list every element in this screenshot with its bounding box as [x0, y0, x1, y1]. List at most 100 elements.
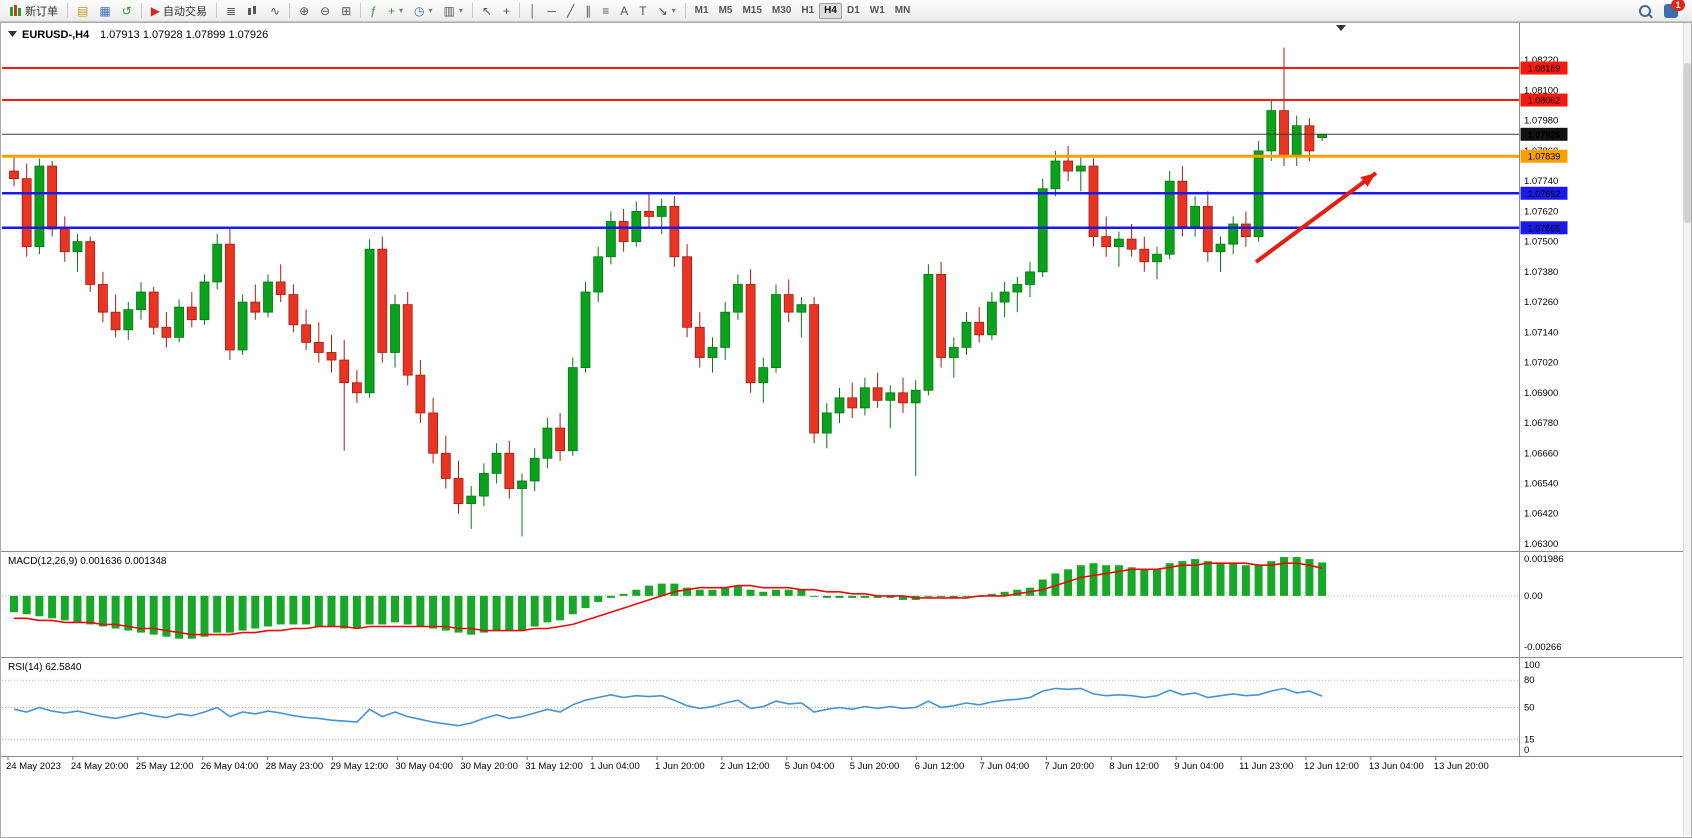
chart-title-ohlc: 1.07913 1.07928 1.07899 1.07926 [100, 29, 268, 41]
candle [224, 243, 235, 351]
chart-title: EURUSD-,H4 1.07913 1.07928 1.07899 1.0792… [8, 29, 268, 41]
community-icon[interactable]: 1 [1664, 0, 1685, 18]
candle [682, 256, 692, 328]
candle [758, 367, 769, 384]
fibonacci-button[interactable]: ≡ [597, 2, 614, 20]
time-axis-label: 8 Jun 12:00 [1109, 761, 1159, 772]
market-watch-button[interactable]: ▤ [72, 2, 93, 20]
arrows-button[interactable]: ↘ ▾ [653, 2, 681, 20]
add-indicator-dropdown[interactable]: + ▾ [383, 2, 408, 20]
candle [428, 412, 439, 454]
candle [1037, 188, 1048, 273]
tile-windows-button[interactable]: ⊞ [336, 2, 356, 20]
candle [860, 387, 870, 409]
svg-text:1.06660: 1.06660 [1524, 448, 1558, 459]
vertical-line-button[interactable]: │ [524, 2, 542, 20]
bar-chart-button[interactable]: ≣ [221, 2, 241, 20]
autotrading-icon: ▶ [150, 3, 160, 18]
candle [1266, 110, 1277, 152]
trend-arrow-annotation[interactable] [1254, 171, 1378, 264]
candle [1291, 125, 1302, 157]
time-axis-label: 13 Jun 04:00 [1369, 761, 1424, 772]
time-axis-label: 24 May 20:00 [71, 761, 129, 772]
timeframe-H4[interactable]: H4 [819, 2, 842, 19]
time-axis-label: 30 May 04:00 [395, 761, 453, 772]
time-axis-label: 9 Jun 04:00 [1174, 761, 1224, 772]
candle [1279, 110, 1289, 157]
candles-group [9, 47, 1327, 537]
time-axis-label: 28 May 23:00 [266, 761, 324, 772]
scrollbar-thumb[interactable] [1684, 63, 1691, 223]
timeframe-D1[interactable]: D1 [842, 3, 865, 19]
trendline-button[interactable]: ╱ [562, 2, 579, 20]
timeframe-M30[interactable]: M30 [767, 3, 796, 19]
timeframe-M15[interactable]: M15 [737, 3, 766, 19]
time-axis-label: 11 Jun 23:00 [1239, 761, 1293, 772]
timeframe-M1[interactable]: M1 [690, 3, 714, 19]
candle [148, 291, 159, 328]
cursor-button[interactable]: ↖ [477, 2, 497, 20]
data-window-button[interactable]: ▦ [94, 2, 115, 20]
candle [390, 304, 400, 353]
time-axis-label: 25 May 12:00 [136, 761, 194, 772]
toolbar-separator [215, 3, 217, 18]
candle [783, 294, 794, 313]
toolbar-separator [360, 3, 362, 18]
timeframe-toolbar: M1 M5 M15 M30 H1 H4 D1 W1 MN [690, 2, 916, 19]
horizontal-line-button[interactable]: ─ [542, 2, 561, 20]
candle [364, 248, 375, 394]
candle [453, 478, 464, 505]
candlestick-chart-button[interactable] [242, 2, 264, 20]
navigator-button[interactable]: ↺ [117, 2, 137, 20]
zoom-in-icon: ⊕ [299, 3, 310, 18]
templates-dropdown[interactable]: ▥ ▾ [439, 2, 468, 20]
candle [733, 284, 743, 313]
toolbar-separator [684, 3, 686, 18]
text-button[interactable]: A [615, 2, 633, 20]
crosshair-button[interactable]: + [498, 2, 515, 20]
search-button[interactable] [1634, 2, 1656, 20]
candle [936, 273, 946, 358]
svg-text:50: 50 [1524, 703, 1535, 714]
time-axis-label: 24 May 2023 [6, 761, 61, 772]
indicators-button[interactable]: ƒ [365, 2, 382, 20]
trendline-icon: ╱ [566, 3, 575, 18]
timeframe-H1[interactable]: H1 [796, 3, 819, 19]
zoom-out-button[interactable]: ⊖ [315, 2, 335, 20]
chart-shift-marker[interactable] [1336, 25, 1346, 31]
timeframe-MN[interactable]: MN [890, 3, 916, 19]
candle [961, 321, 972, 348]
candle [174, 306, 185, 338]
candle [59, 228, 70, 253]
autotrading-button[interactable]: ▶ 自动交易 [146, 2, 212, 20]
candle [1101, 236, 1112, 248]
new-order-button[interactable]: 新订单 [4, 2, 63, 20]
candle [1241, 223, 1251, 237]
time-axis-label: 13 Jun 20:00 [1434, 761, 1489, 772]
arrows-icon: ↘ [657, 3, 668, 18]
line-chart-button[interactable]: ∿ [265, 2, 285, 20]
time-axis-label: 5 Jun 04:00 [785, 761, 835, 772]
vertical-scrollbar[interactable] [1683, 23, 1691, 835]
one-click-trading-toggle[interactable] [8, 31, 17, 37]
channel-icon: ∥ [585, 3, 592, 18]
timeframe-W1[interactable]: W1 [865, 3, 890, 19]
time-axis: 24 May 2023 24 May 20:00 25 May 12:00 26 Ma… [6, 756, 1489, 772]
svg-text:1.08100: 1.08100 [1524, 85, 1558, 96]
svg-text:100: 100 [1524, 660, 1540, 671]
svg-text:1.07020: 1.07020 [1524, 358, 1558, 369]
level-price-label [1520, 93, 1568, 107]
channel-button[interactable]: ∥ [580, 2, 596, 20]
candle [999, 291, 1010, 303]
rsi-line [13, 687, 1323, 727]
candle [707, 347, 718, 358]
candle [948, 347, 959, 358]
time-axis-label: 6 Jun 12:00 [915, 761, 965, 772]
text-label-button[interactable]: T [634, 2, 651, 20]
timeframe-M5[interactable]: M5 [714, 3, 738, 19]
zoom-in-button[interactable]: ⊕ [294, 2, 314, 20]
chevron-down-icon: ▾ [458, 6, 463, 15]
toolbar-separator [140, 3, 142, 18]
periods-dropdown[interactable]: ◷ ▾ [409, 2, 438, 20]
svg-text:1.07926: 1.07926 [1528, 130, 1561, 140]
